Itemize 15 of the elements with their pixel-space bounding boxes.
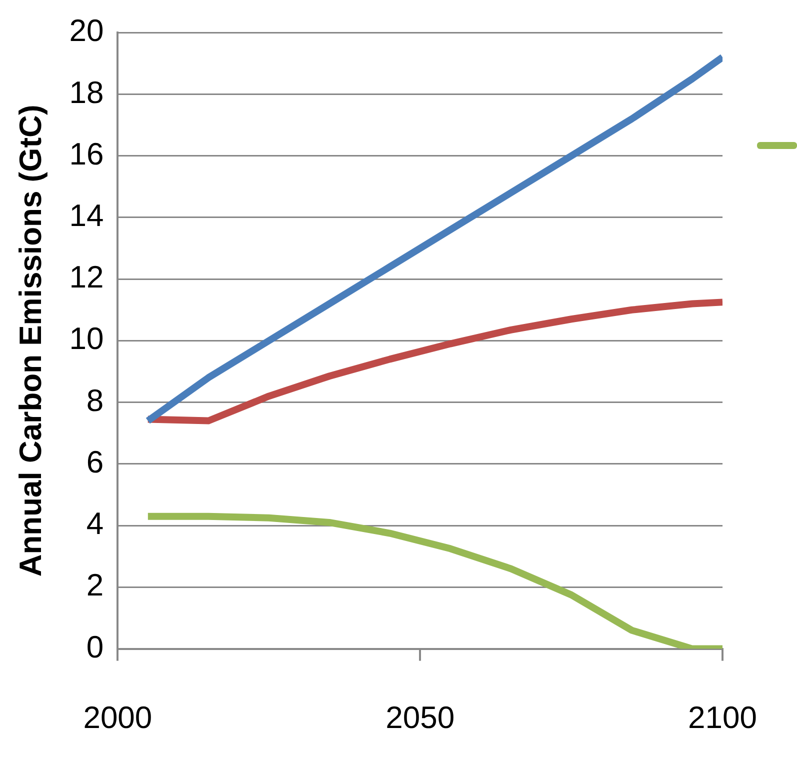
y-tick-label: 2 — [86, 568, 104, 603]
x-tick-label: 2050 — [386, 700, 455, 735]
y-tick-label: 14 — [69, 198, 104, 234]
y-tick-label: 8 — [86, 382, 104, 418]
y-axis-title: Annual Carbon Emissions (GtC) — [13, 104, 48, 577]
y-tick-label: 18 — [69, 74, 104, 110]
x-tick-label: 2000 — [83, 700, 152, 735]
y-tick-label: 12 — [69, 260, 104, 295]
y-tick-label: 20 — [69, 13, 104, 48]
y-tick-label: 10 — [69, 321, 104, 356]
x-tick-label: 2100 — [688, 700, 758, 735]
y-tick-label: 6 — [86, 444, 104, 480]
y-tick-label: 4 — [86, 506, 104, 542]
y-tick-label: 0 — [86, 629, 104, 664]
y-tick-label: 16 — [69, 136, 104, 172]
